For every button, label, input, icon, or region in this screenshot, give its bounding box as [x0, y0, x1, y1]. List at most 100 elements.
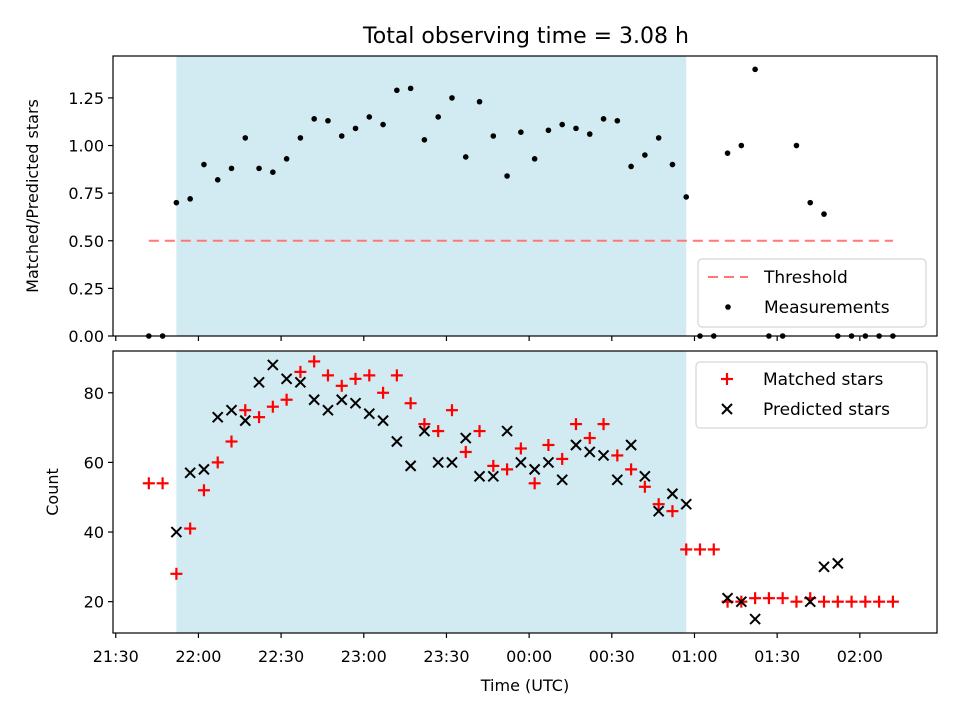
measurement-point: [256, 165, 262, 172]
predicted-star-marker: [170, 526, 183, 538]
predicted-star-marker: [349, 397, 362, 409]
measurement-point: [490, 133, 497, 139]
top-observing-span: [176, 56, 687, 336]
legend-predicted-label: Predicted stars: [763, 400, 890, 420]
predicted-star-marker: [487, 470, 500, 483]
matched-star-marker: [597, 418, 610, 431]
measurement-point: [586, 131, 593, 137]
measurement-point: [821, 211, 827, 217]
predicted-star-marker: [432, 456, 444, 469]
bottom-y-tick-label: 80: [84, 384, 104, 403]
predicted-star-marker: [404, 460, 417, 472]
matched-star-marker: [638, 480, 651, 493]
matched-star-marker: [831, 595, 844, 608]
x-tick-label: 00:30: [589, 647, 635, 666]
predicted-star-marker: [418, 425, 431, 437]
matched-star-marker: [349, 372, 362, 385]
predicted-star-marker: [680, 498, 692, 510]
top-y-tick-label: 1.25: [68, 89, 104, 108]
matched-star-marker: [335, 379, 348, 392]
predicted-star-marker: [666, 488, 679, 500]
predicted-star-marker: [639, 470, 651, 483]
measurement-point: [476, 98, 483, 105]
predicted-star-marker: [556, 474, 568, 486]
predicted-star-marker: [336, 394, 348, 406]
matched-star-marker: [377, 386, 390, 399]
predicted-star-marker: [184, 467, 196, 479]
measurement-point: [228, 165, 235, 172]
predicted-star-marker: [212, 411, 224, 423]
measurement-point: [421, 137, 428, 143]
top-legend: Threshold Measurements: [697, 258, 927, 328]
measurement-point: [669, 161, 676, 168]
predicted-star-marker: [280, 373, 293, 385]
x-axis-label: Time (UTC): [480, 676, 569, 695]
matched-star-marker: [487, 459, 500, 472]
predicted-star-marker: [308, 394, 320, 406]
bottom-y-ticks: 20 40 60 80: [84, 384, 113, 612]
matched-star-marker: [680, 543, 693, 556]
measurement-point: [380, 121, 386, 128]
x-tick-label: 01:00: [671, 647, 717, 666]
predicted-star-marker: [460, 432, 472, 444]
predicted-star-marker: [322, 404, 334, 416]
measurement-point: [214, 177, 221, 183]
matched-star-marker: [501, 463, 514, 476]
matched-star-marker: [225, 435, 238, 448]
matched-star-marker: [762, 592, 775, 605]
top-panel: 0.00 0.25 0.50 0.75 1.00 1.25 Matched/Predict…: [23, 55, 938, 346]
matched-star-marker: [239, 404, 252, 417]
matched-star-marker: [170, 567, 183, 580]
predicted-star-markers: [170, 359, 844, 625]
bottom-y-tick-label: 40: [84, 523, 104, 542]
predicted-star-marker: [528, 463, 541, 476]
measurement-point: [201, 161, 207, 168]
legend-matched-swatch: [721, 373, 733, 385]
matched-star-marker: [294, 365, 307, 378]
measurement-point: [752, 66, 758, 73]
measurement-point: [600, 116, 607, 122]
measurement-point: [628, 163, 634, 170]
measurement-point: [655, 135, 662, 141]
predicted-star-marker: [473, 470, 486, 483]
matched-star-marker: [749, 592, 762, 605]
matched-star-marker: [528, 477, 541, 490]
matched-star-marker: [142, 477, 155, 490]
top-y-axis-label: Matched/Predicted stars: [23, 99, 42, 293]
matched-star-marker: [321, 369, 334, 382]
matched-star-marker: [184, 522, 197, 535]
predicted-star-marker: [570, 439, 582, 451]
matched-star-marker: [556, 452, 569, 465]
predicted-star-marker: [804, 595, 816, 608]
matched-star-marker: [542, 439, 555, 451]
predicted-star-marker: [225, 404, 238, 416]
measurement-point: [297, 135, 304, 141]
measurement-point: [366, 114, 373, 120]
measurement-point: [545, 127, 552, 134]
measurement-point: [559, 121, 566, 128]
bottom-observing-span: [176, 351, 687, 633]
matched-star-marker: [776, 592, 789, 605]
measurement-point: [394, 87, 400, 94]
measurement-point: [352, 125, 359, 132]
legend-measurement-label: Measurements: [764, 298, 890, 318]
top-y-tick-label: 1.00: [68, 137, 104, 156]
top-y-tick-label: 0.25: [68, 279, 104, 298]
predicted-star-marker: [597, 449, 610, 462]
bottom-y-tick-label: 60: [84, 453, 104, 472]
bottom-axes-frame: [112, 350, 938, 634]
matched-star-marker: [473, 425, 486, 438]
measurement-point: [807, 199, 814, 206]
matched-star-marker: [625, 463, 638, 476]
matched-star-marker: [693, 543, 706, 556]
predicted-star-marker: [198, 463, 210, 476]
x-tick-label: 22:30: [258, 647, 304, 666]
measurement-point: [614, 117, 621, 124]
matched-star-marker: [569, 418, 582, 431]
measurement-point: [462, 154, 469, 160]
matched-star-marker: [873, 595, 886, 608]
bottom-legend-box: [695, 361, 928, 429]
matched-star-marker: [211, 456, 224, 469]
predicted-star-marker: [253, 376, 265, 389]
